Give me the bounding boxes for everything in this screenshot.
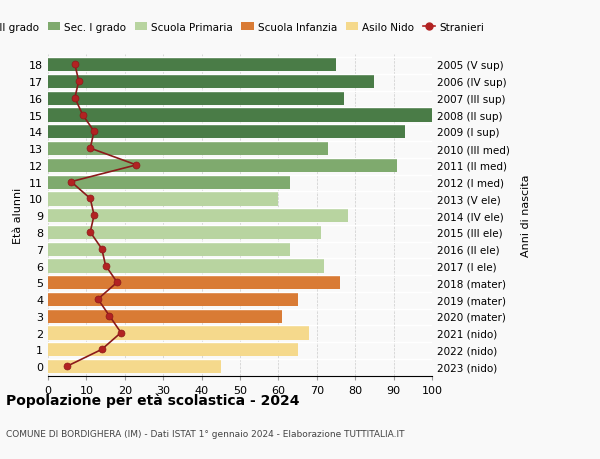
Y-axis label: Età alunni: Età alunni: [13, 188, 23, 244]
Bar: [48, 342, 298, 357]
Bar: [48, 242, 290, 256]
Y-axis label: Anni di nascita: Anni di nascita: [521, 174, 531, 257]
Bar: [48, 292, 298, 307]
Bar: [48, 142, 328, 156]
Bar: [48, 158, 397, 173]
Bar: [48, 91, 344, 106]
Bar: [48, 259, 325, 273]
Bar: [48, 359, 221, 374]
Bar: [48, 175, 290, 190]
Legend: Sec. II grado, Sec. I grado, Scuola Primaria, Scuola Infanzia, Asilo Nido, Stran: Sec. II grado, Sec. I grado, Scuola Prim…: [0, 18, 488, 37]
Bar: [48, 209, 347, 223]
Text: Popolazione per età scolastica - 2024: Popolazione per età scolastica - 2024: [6, 392, 299, 407]
Bar: [48, 125, 405, 139]
Bar: [48, 309, 282, 323]
Bar: [48, 225, 320, 240]
Text: COMUNE DI BORDIGHERA (IM) - Dati ISTAT 1° gennaio 2024 - Elaborazione TUTTITALIA: COMUNE DI BORDIGHERA (IM) - Dati ISTAT 1…: [6, 429, 404, 438]
Bar: [48, 108, 432, 123]
Bar: [48, 75, 374, 89]
Bar: [48, 58, 336, 72]
Bar: [48, 275, 340, 290]
Bar: [48, 192, 278, 206]
Bar: [48, 326, 309, 340]
